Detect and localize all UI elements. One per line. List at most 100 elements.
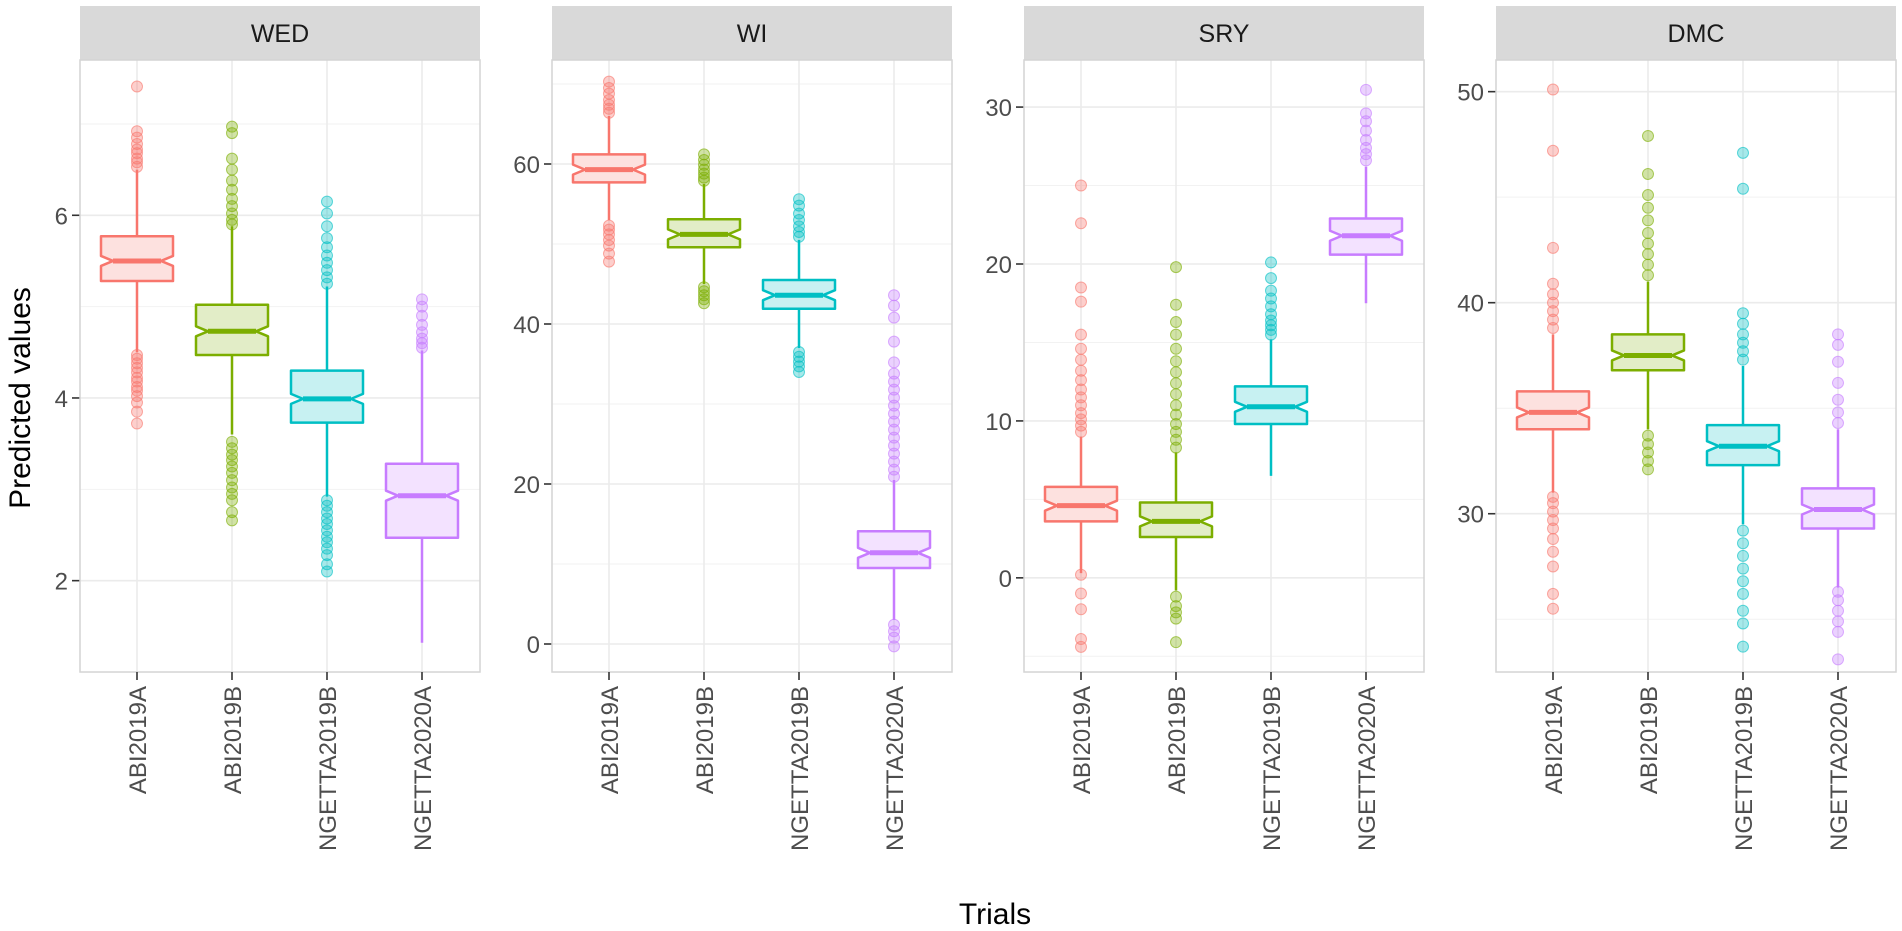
outlier-point (226, 494, 238, 507)
x-tick-label: ABI2019B (1636, 686, 1663, 794)
outlier-point (1075, 419, 1087, 432)
outlier-point (131, 361, 143, 374)
outlier-point (793, 199, 805, 212)
outlier-point (321, 220, 333, 233)
outlier-point (226, 448, 238, 461)
outlier-point (226, 213, 238, 226)
outlier-point (1547, 83, 1559, 96)
x-tick-label: ABI2019B (692, 686, 719, 794)
y-axis-label: Predicted values (4, 287, 37, 509)
y-tick-label: 4 (55, 386, 68, 413)
outlier-point (603, 219, 615, 232)
outlier-point (416, 318, 428, 331)
x-tick-label: ABI2019B (220, 686, 247, 794)
outlier-point (793, 355, 805, 368)
outlier-point (1547, 277, 1559, 290)
facet-panel-dmc: DMC 30 40 50 ABI2019A ABI2019B NGETTA2019B NGET… (1457, 6, 1897, 851)
outlier-point (1170, 342, 1182, 355)
y-tick-label: 2 (55, 569, 68, 596)
facet-panel-wi: WI 0 20 40 60 ABI2019A ABI2019B NGETTA2019B NGET… (513, 6, 953, 851)
outlier-point (1360, 83, 1372, 96)
outlier-point (226, 120, 238, 133)
facet-strip (1496, 6, 1896, 60)
outlier-point (1360, 124, 1372, 137)
outlier-point (131, 366, 143, 379)
outlier-point (226, 192, 238, 205)
outlier-point (1832, 594, 1844, 607)
panel-border (1495, 59, 1897, 673)
outlier-point (888, 625, 900, 638)
y-tick-label: 40 (513, 312, 540, 339)
outlier-point (1075, 179, 1087, 192)
outlier-point (888, 311, 900, 324)
box-abi2019a (1515, 83, 1591, 615)
outlier-point (226, 152, 238, 165)
y-tick-label: 20 (985, 252, 1012, 279)
outlier-point (1170, 600, 1182, 613)
outlier-point (1832, 355, 1844, 368)
outlier-point (1642, 438, 1654, 451)
outlier-point (1547, 505, 1559, 518)
facet-panels: WED 2 4 6 ABI2019A ABI2019B NGETTA2019B NGETTA2… (55, 6, 1897, 851)
outlier-point (1547, 497, 1559, 510)
outlier-point (1547, 522, 1559, 535)
outlier-point (1075, 383, 1087, 396)
outlier-point (131, 375, 143, 388)
outlier-point (1737, 587, 1749, 600)
box-ngetta2020a (1328, 83, 1404, 304)
outlier-point (226, 442, 238, 455)
outlier-point (888, 299, 900, 312)
facet-strip (80, 6, 480, 60)
facet-strip-title: WED (251, 20, 309, 48)
x-tick-label: NGETTA2019B (1731, 686, 1758, 851)
outlier-point (1547, 322, 1559, 335)
box-abi2019b (1138, 261, 1214, 649)
box-body (384, 462, 460, 539)
outlier-point (1737, 336, 1749, 349)
outlier-point (1547, 296, 1559, 309)
outlier-point (888, 367, 900, 380)
outlier-point (1075, 633, 1087, 646)
outlier-point (321, 524, 333, 537)
outlier-point (226, 466, 238, 479)
outlier-point (1265, 314, 1277, 327)
outlier-point (131, 138, 143, 151)
outlier-point (793, 346, 805, 358)
outlier-point (698, 163, 710, 176)
outlier-point (698, 167, 710, 180)
outlier-point (1170, 316, 1182, 329)
outlier-point (1170, 298, 1182, 311)
outlier-point (1832, 328, 1844, 341)
x-tick-label: ABI2019B (1164, 686, 1191, 794)
plot-background (80, 60, 480, 672)
outlier-point (793, 360, 805, 373)
outlier-point (1547, 560, 1559, 573)
y-tick-label: 50 (1457, 80, 1484, 107)
outlier-point (1265, 323, 1277, 336)
outlier-point (1642, 189, 1654, 202)
x-tick-label: NGETTA2020A (1354, 686, 1381, 851)
outlier-point (321, 558, 333, 571)
outlier-point (1170, 328, 1182, 341)
outlier-point (1737, 617, 1749, 630)
outlier-point (1832, 406, 1844, 419)
outlier-point (1832, 585, 1844, 598)
outlier-point (321, 542, 333, 555)
outlier-point (226, 487, 238, 500)
outlier-point (1170, 408, 1182, 421)
outlier-point (793, 350, 805, 363)
outlier-point (1832, 393, 1844, 406)
outlier-point (1170, 636, 1182, 649)
outlier-point (1170, 261, 1182, 274)
box-abi2019b (194, 120, 270, 527)
panel-border (79, 59, 481, 673)
outlier-point (1170, 388, 1182, 401)
outlier-point (1075, 281, 1087, 294)
outlier-point (226, 435, 238, 448)
box-ngetta2019b (1705, 146, 1781, 653)
outlier-point (888, 335, 900, 348)
y-tick-label: 6 (55, 203, 68, 230)
outlier-point (603, 94, 615, 106)
y-tick-label: 0 (999, 566, 1012, 593)
outlier-point (1642, 201, 1654, 214)
